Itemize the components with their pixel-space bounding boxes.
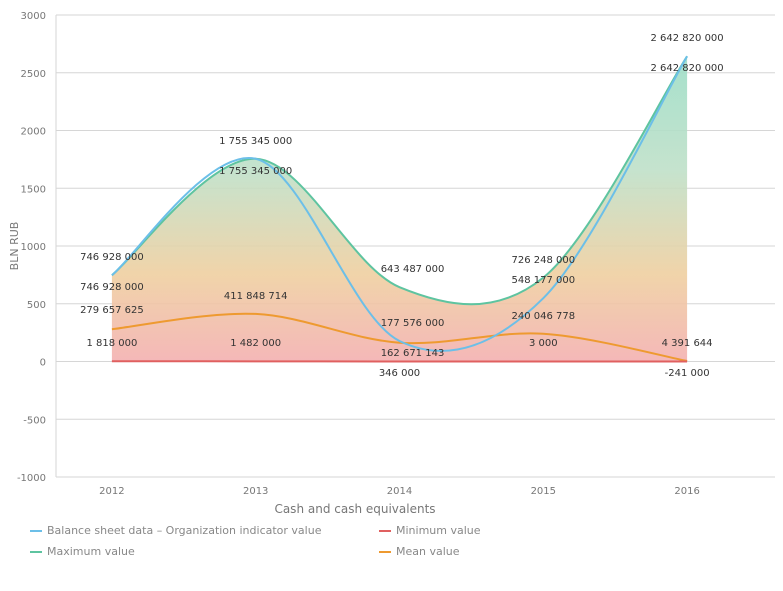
data-label: 4 391 644 <box>662 338 713 349</box>
data-label: 1 818 000 <box>86 338 137 349</box>
y-tick-label: 500 <box>27 300 46 311</box>
legend-item-maximum[interactable]: Maximum value <box>30 545 135 558</box>
data-label: 279 657 625 <box>80 305 144 316</box>
y-tick-label: -500 <box>23 415 46 426</box>
x-tick-label: 2015 <box>531 486 556 497</box>
y-tick-label: -1000 <box>17 473 46 484</box>
legend-swatch <box>30 529 42 532</box>
legend-swatch <box>30 550 42 553</box>
data-label: 643 487 000 <box>381 264 445 275</box>
data-label: 162 671 143 <box>381 348 445 359</box>
legend-label: Balance sheet data – Organization indica… <box>47 524 322 537</box>
y-tick-label: 3000 <box>21 11 46 22</box>
balance-line <box>111 55 688 352</box>
data-label: 726 248 000 <box>511 255 575 266</box>
y-tick-label: 0 <box>40 358 46 369</box>
y-tick-label: 1500 <box>21 184 46 195</box>
legend-label: Mean value <box>396 545 460 558</box>
x-tick-label: 2013 <box>243 486 268 497</box>
data-label: 3 000 <box>529 338 558 349</box>
data-label: 1 755 345 000 <box>219 166 292 177</box>
x-tick-label: 2016 <box>674 486 699 497</box>
x-tick-label: 2014 <box>387 486 412 497</box>
data-label: -241 000 <box>665 368 710 379</box>
data-label: 2 642 820 000 <box>651 63 724 74</box>
y-tick-label: 2500 <box>21 69 46 80</box>
data-label: 240 046 778 <box>511 311 575 322</box>
legend-item-balance[interactable]: Balance sheet data – Organization indica… <box>30 524 321 537</box>
area-fill <box>111 56 688 362</box>
data-label: 1 755 345 000 <box>219 136 292 147</box>
data-label: 1 482 000 <box>230 338 281 349</box>
y-tick-label: 2000 <box>21 127 46 138</box>
mean-line <box>111 312 688 362</box>
maximum-line <box>111 55 688 306</box>
x-axis-title: Cash and cash equivalents <box>274 502 435 516</box>
legend-swatch <box>379 550 391 553</box>
data-label: 746 928 000 <box>80 252 144 263</box>
data-label: 2 642 820 000 <box>651 33 724 44</box>
legend-item-mean[interactable]: Mean value <box>379 545 460 558</box>
legend-label: Maximum value <box>47 545 135 558</box>
data-label: 746 928 000 <box>80 282 144 293</box>
data-label: 346 000 <box>379 368 420 379</box>
y-tick-label: 1000 <box>21 242 46 253</box>
legend-swatch <box>379 529 391 532</box>
data-label: 548 177 000 <box>511 275 575 286</box>
data-label: 177 576 000 <box>381 318 445 329</box>
legend-item-minimum[interactable]: Minimum value <box>379 524 481 537</box>
legend-label: Minimum value <box>396 524 481 537</box>
x-tick-label: 2012 <box>99 486 124 497</box>
data-label: 411 848 714 <box>224 291 288 302</box>
y-axis-title: BLN RUB <box>8 222 21 271</box>
